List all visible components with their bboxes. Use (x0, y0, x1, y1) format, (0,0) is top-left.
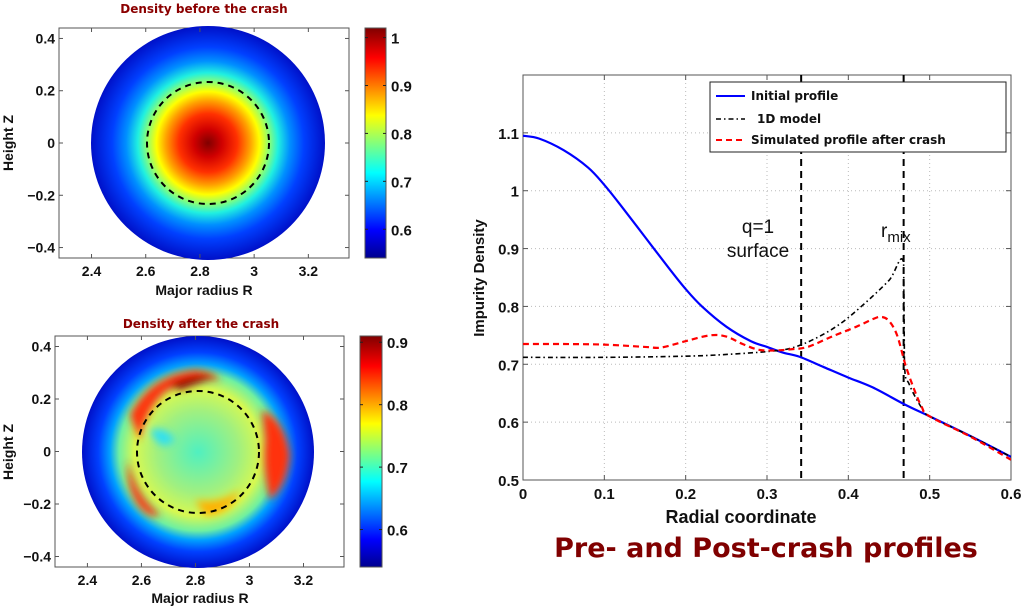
heatmap-before-title: Density before the crash (120, 2, 287, 16)
colorbar-tick-label: 0.6 (387, 523, 408, 540)
heatmap-before-xlabel: Major radius R (155, 282, 252, 298)
legend-box (709, 81, 1007, 153)
colorbar-tick-label: 0.8 (387, 398, 408, 415)
colorbar-tick-label: 0.6 (391, 222, 412, 239)
y-tick-label: 0.6 (498, 415, 519, 432)
rmix-r: r (881, 221, 888, 242)
y-tick-label: 0.5 (498, 473, 519, 490)
y-tick-label: 0.4 (32, 339, 52, 355)
heatmap-after-ylabel: Height Z (0, 424, 16, 480)
x-tick-label: 2.6 (136, 263, 156, 279)
profile-line-chart: 0 0.1 0.2 0.3 0.4 0.5 0.6 0.5 0.6 0.7 0.8 0.9 1 1.1 q… (471, 74, 1022, 564)
heatmap-after-crash: Density after the crash 2.4 2.6 2.8 3 3.2 0.4… (0, 317, 408, 606)
post-crash-hot-structures (127, 370, 290, 517)
heatmap-before-ylabel: Height Z (0, 115, 16, 171)
x-tick-label: 2.8 (190, 263, 210, 279)
x-tick-label: 0.6 (1001, 486, 1022, 503)
y-tick-label: 0 (43, 444, 51, 460)
colorbar-tick-label: 0.8 (391, 126, 412, 143)
x-tick-label: 0.1 (594, 486, 615, 503)
legend: Initial profile 1D model Simulated profi… (709, 81, 1007, 153)
rmix-sub: mix (887, 229, 911, 246)
y-tick-label: −0.2 (23, 496, 51, 512)
simulated-profile-line (523, 315, 1011, 461)
heatmap-after-xlabel: Major radius R (151, 590, 248, 606)
x-tick-label: 0.3 (757, 486, 778, 503)
line-chart-title: Pre- and Post-crash profiles (554, 533, 978, 564)
x-tick-label: 3.2 (299, 263, 319, 279)
y-tick-label: 0.8 (498, 299, 519, 316)
x-tick-label: 2.6 (132, 572, 152, 588)
y-tick-label: 0.7 (498, 357, 519, 374)
legend-label-1d: 1D model (757, 112, 821, 126)
y-tick-label: 1 (511, 184, 519, 201)
x-tick-label: 0.2 (675, 486, 696, 503)
y-tick-label: −0.4 (27, 240, 55, 256)
y-tick-label: 0.2 (36, 83, 56, 99)
legend-label-initial: Initial profile (751, 89, 838, 103)
y-tick-label: 0 (47, 135, 55, 151)
q1-surface-circle-before (146, 81, 270, 205)
line-chart-ylabel: Impurity Density (471, 219, 488, 337)
x-tick-label: 0.5 (919, 486, 940, 503)
line-chart-xlabel: Radial coordinate (665, 507, 816, 527)
heatmap-after-title: Density after the crash (123, 317, 279, 331)
colorbar-tick-label: 0.9 (387, 335, 408, 352)
y-tick-label: −0.2 (27, 187, 55, 203)
colorbar-tick-label: 0.7 (387, 460, 408, 477)
y-tick-label: −0.4 (23, 549, 51, 565)
heatmap-before-crash: Density before the crash 2.4 2.6 2.8 3 3.2 0.… (0, 2, 412, 298)
colorbar-before (364, 27, 387, 259)
colorbar-tick-label: 0.7 (391, 174, 412, 191)
colorbar-tick-label: 1 (391, 31, 399, 48)
density-disk-after (82, 336, 314, 568)
y-tick-label: 0.9 (498, 242, 519, 259)
q1-surface-circle-after (136, 390, 260, 514)
x-tick-label: 2.8 (186, 572, 206, 588)
q1-label-line1: q=1 (742, 217, 774, 238)
x-tick-label: 3.2 (294, 572, 314, 588)
x-tick-label: 2.4 (82, 263, 102, 279)
y-tick-label: 1.1 (498, 126, 519, 143)
y-tick-label: 0.2 (32, 391, 52, 407)
x-tick-label: 3 (246, 572, 254, 588)
x-tick-label: 0.4 (838, 486, 860, 503)
y-tick-label: 0.4 (36, 30, 56, 46)
legend-label-simulated: Simulated profile after crash (751, 133, 946, 147)
colorbar-tick-label: 0.9 (391, 79, 412, 96)
q1-label-line2: surface (727, 241, 789, 262)
x-tick-label: 3 (250, 263, 258, 279)
rmix-label: rmix (881, 221, 911, 246)
1d-model-line (523, 258, 1011, 458)
initial-profile-line (523, 134, 1011, 458)
x-tick-label: 2.4 (78, 572, 98, 588)
x-tick-label: 0 (519, 486, 527, 503)
density-disk-before (91, 26, 325, 260)
colorbar-after (359, 335, 383, 568)
